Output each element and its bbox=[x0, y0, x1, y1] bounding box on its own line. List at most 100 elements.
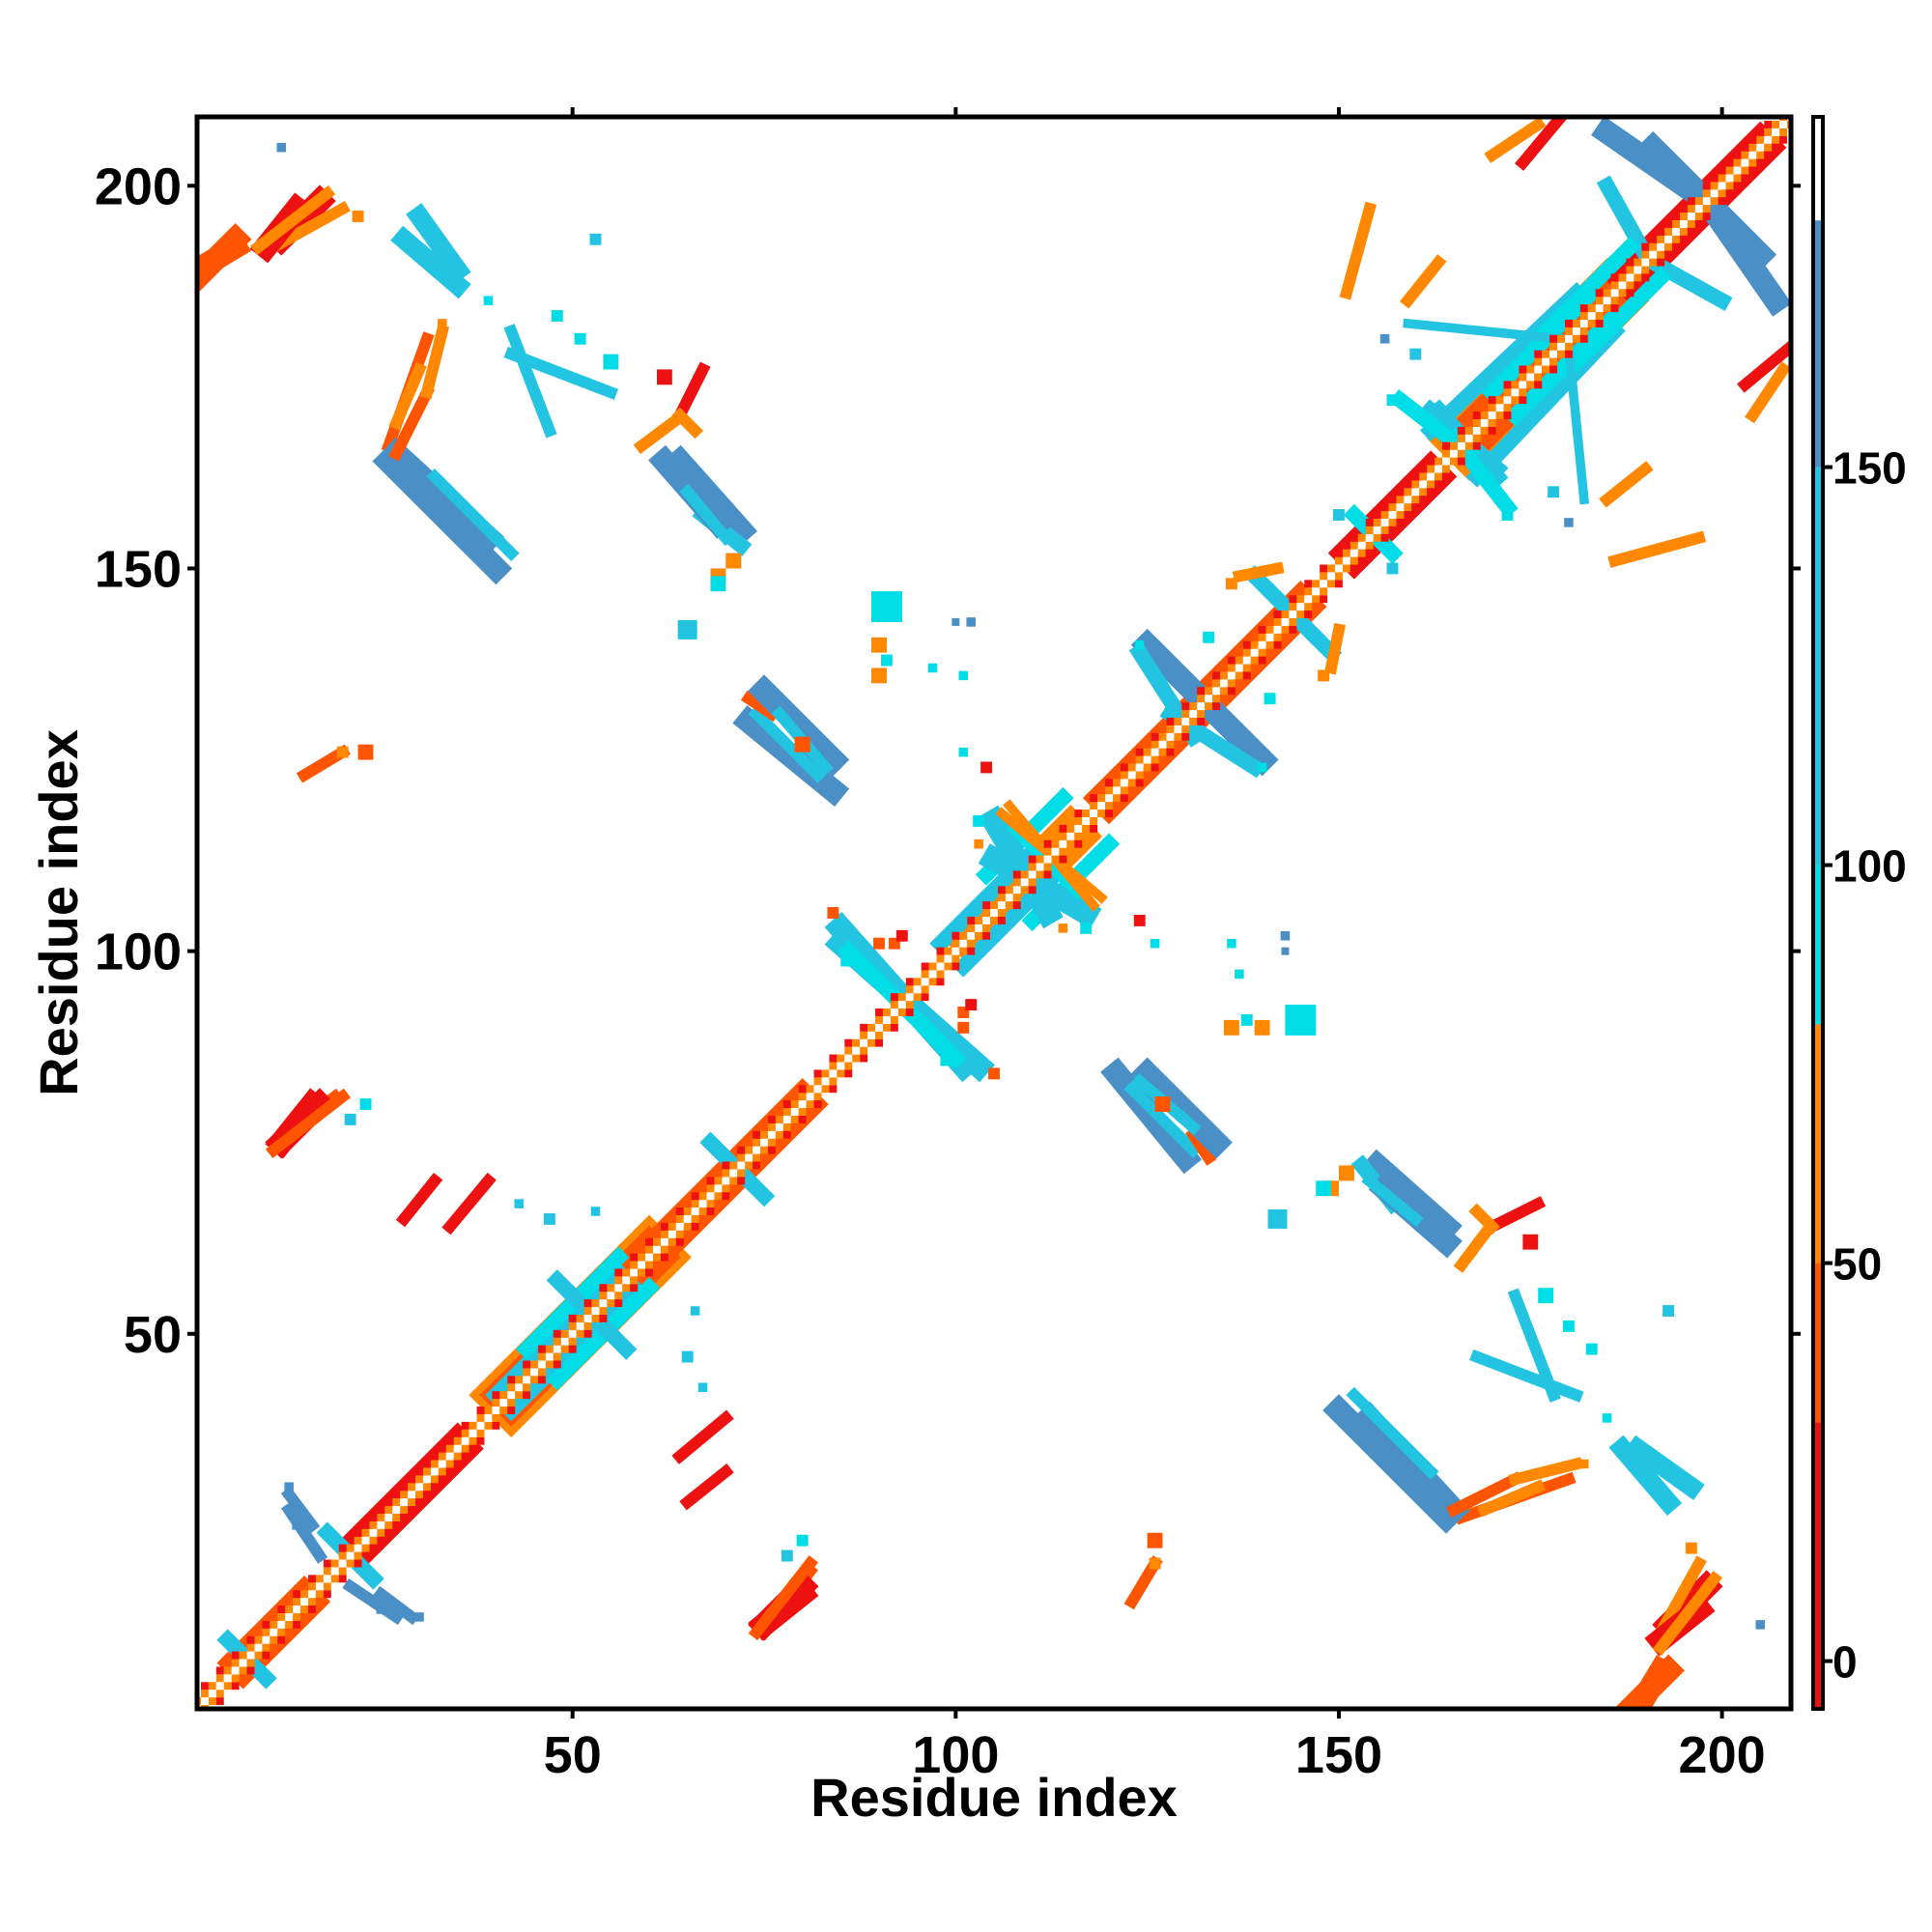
diagonal-cell bbox=[1097, 802, 1106, 810]
diagonal-cell bbox=[829, 1069, 838, 1078]
near-diagonal-cell bbox=[1082, 824, 1091, 833]
near-diagonal-cell bbox=[1220, 687, 1228, 696]
near-diagonal-cell bbox=[1380, 503, 1389, 512]
diagonal-cell bbox=[1296, 603, 1305, 611]
near-diagonal-cell bbox=[1618, 289, 1627, 298]
diagonal-cell bbox=[882, 1015, 891, 1024]
diagonal-cell bbox=[1557, 342, 1565, 351]
near-diagonal-cell bbox=[753, 1130, 761, 1139]
heatmap-cells bbox=[197, 117, 1791, 1709]
diagonal-cell bbox=[1449, 449, 1458, 458]
contact-cell bbox=[1685, 1542, 1697, 1554]
near-diagonal-cell bbox=[507, 1383, 516, 1392]
contact-cell bbox=[1662, 1305, 1675, 1317]
near-diagonal-cell bbox=[806, 1100, 814, 1109]
near-diagonal-cell bbox=[1672, 219, 1680, 228]
near-diagonal-cell bbox=[1212, 679, 1221, 688]
near-diagonal-cell bbox=[1380, 526, 1389, 534]
near-diagonal-cell bbox=[308, 1575, 316, 1583]
near-diagonal-cell bbox=[1357, 549, 1366, 557]
near-diagonal-cell bbox=[967, 947, 976, 955]
contact-cell bbox=[927, 663, 938, 673]
contact-cell bbox=[895, 929, 908, 942]
near-diagonal-cell bbox=[492, 1399, 500, 1407]
near-diagonal-cell bbox=[492, 1391, 500, 1400]
near-diagonal-cell bbox=[1503, 404, 1512, 412]
diagonal-cell bbox=[1020, 878, 1029, 887]
near-diagonal-cell bbox=[1687, 205, 1695, 213]
plot-frame bbox=[194, 114, 1794, 1712]
near-diagonal-cell bbox=[753, 1161, 761, 1170]
near-diagonal-cell bbox=[798, 1115, 807, 1123]
near-diagonal-cell bbox=[714, 1177, 723, 1185]
near-diagonal-cell bbox=[1534, 357, 1543, 366]
contact-band bbox=[671, 1409, 734, 1464]
contact-cell bbox=[1285, 1005, 1317, 1036]
colorbar-tick-label: 50 bbox=[1833, 1239, 1882, 1290]
near-diagonal-cell bbox=[1043, 847, 1052, 856]
near-diagonal-cell bbox=[1151, 763, 1159, 772]
near-diagonal-cell bbox=[1519, 388, 1527, 397]
diagonal-cell bbox=[668, 1230, 676, 1238]
near-diagonal-cell bbox=[737, 1177, 746, 1185]
near-diagonal-cell bbox=[377, 1528, 385, 1537]
near-diagonal-cell bbox=[1733, 174, 1742, 183]
diagonal-cell bbox=[1312, 587, 1321, 596]
near-diagonal-cell bbox=[1472, 418, 1481, 427]
near-diagonal-cell bbox=[392, 1498, 401, 1507]
contact-band bbox=[1130, 1057, 1233, 1159]
near-diagonal-cell bbox=[921, 962, 929, 971]
near-diagonal-cell bbox=[1725, 182, 1734, 190]
diagonal-cell bbox=[1174, 724, 1182, 733]
near-diagonal-cell bbox=[568, 1345, 577, 1353]
near-diagonal-cell bbox=[384, 1506, 393, 1514]
near-diagonal-cell bbox=[560, 1329, 569, 1338]
near-diagonal-cell bbox=[638, 1268, 646, 1277]
diagonal-cell bbox=[775, 1122, 783, 1131]
contact-cell bbox=[880, 654, 893, 667]
diagonal-cell bbox=[1480, 418, 1489, 427]
near-diagonal-cell bbox=[553, 1337, 561, 1346]
near-diagonal-cell bbox=[1120, 763, 1128, 772]
near-diagonal-cell bbox=[1242, 640, 1251, 649]
near-diagonal-cell bbox=[607, 1299, 615, 1308]
near-diagonal-cell bbox=[675, 1208, 684, 1215]
diagonal-cell bbox=[614, 1284, 623, 1293]
near-diagonal-cell bbox=[1289, 603, 1297, 611]
contact-cell bbox=[336, 746, 349, 758]
near-diagonal-cell bbox=[660, 1230, 668, 1238]
near-diagonal-cell bbox=[1235, 671, 1243, 680]
diagonal-cell bbox=[476, 1421, 485, 1430]
near-diagonal-cell bbox=[990, 901, 998, 910]
diagonal-cell bbox=[844, 1054, 853, 1063]
contact-band bbox=[390, 225, 471, 299]
near-diagonal-cell bbox=[1564, 327, 1573, 335]
near-diagonal-cell bbox=[1579, 304, 1588, 313]
near-diagonal-cell bbox=[1335, 580, 1343, 588]
contact-cell bbox=[980, 761, 993, 774]
near-diagonal-cell bbox=[997, 894, 1006, 902]
near-diagonal-cell bbox=[415, 1491, 424, 1499]
near-diagonal-cell bbox=[1189, 717, 1198, 725]
contact-cell bbox=[940, 1050, 956, 1066]
diagonal-cell bbox=[1090, 810, 1098, 817]
near-diagonal-cell bbox=[400, 1506, 409, 1514]
near-diagonal-cell bbox=[1587, 304, 1596, 313]
near-diagonal-cell bbox=[323, 1567, 331, 1576]
near-diagonal-cell bbox=[860, 1054, 868, 1063]
near-diagonal-cell bbox=[1595, 289, 1604, 298]
contact-band bbox=[1243, 565, 1327, 648]
near-diagonal-cell bbox=[1135, 755, 1144, 764]
near-diagonal-cell bbox=[583, 1329, 592, 1338]
near-diagonal-cell bbox=[706, 1177, 715, 1185]
diagonal-cell bbox=[1151, 748, 1159, 756]
near-diagonal-cell bbox=[1151, 732, 1159, 741]
near-diagonal-cell bbox=[936, 970, 945, 979]
contact-cell bbox=[677, 619, 697, 639]
diagonal-cell bbox=[698, 1200, 707, 1208]
diagonal-cell bbox=[1258, 640, 1266, 649]
near-diagonal-cell bbox=[1519, 365, 1527, 374]
near-diagonal-cell bbox=[1657, 258, 1665, 267]
contact-cell bbox=[603, 354, 619, 370]
near-diagonal-cell bbox=[1579, 327, 1588, 335]
